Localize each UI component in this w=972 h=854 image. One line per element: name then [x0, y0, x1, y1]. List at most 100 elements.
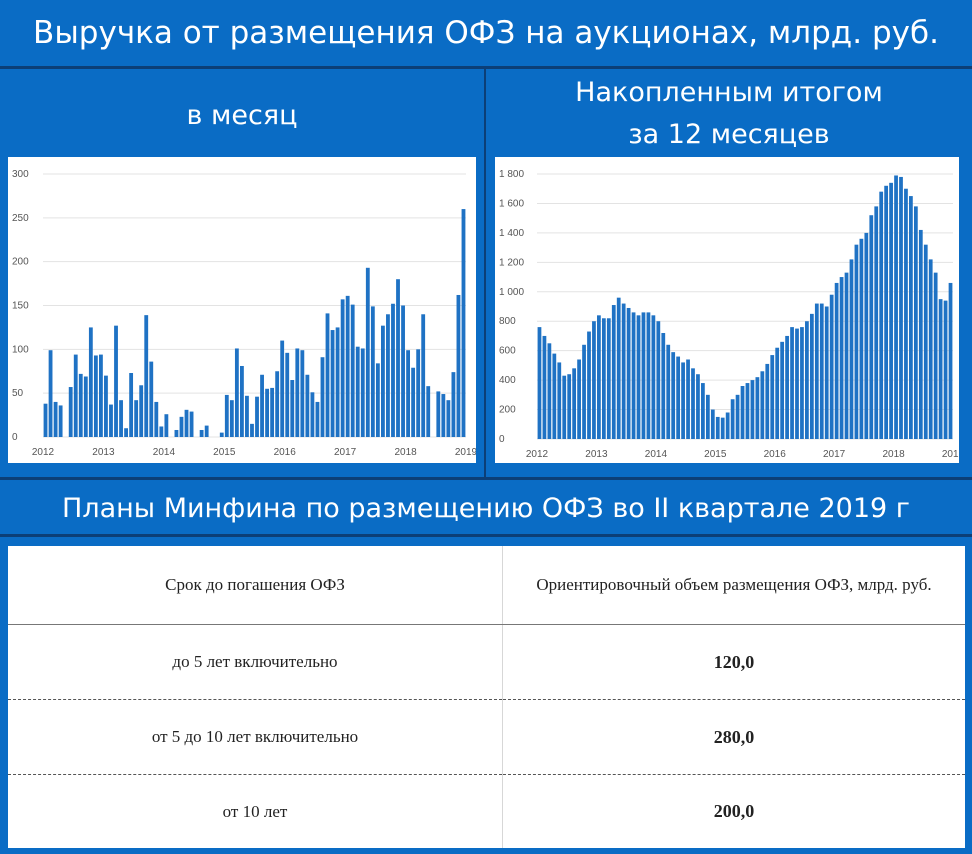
bar [396, 279, 400, 437]
bar [391, 303, 395, 437]
x-tick-label: 2016 [764, 449, 787, 460]
bar [829, 294, 834, 439]
bar [461, 209, 466, 437]
bar [88, 327, 93, 437]
plans-title: Планы Минфина по размещению ОФЗ во II кв… [62, 492, 910, 524]
bar [335, 327, 340, 437]
bar [740, 386, 745, 439]
bar [884, 185, 889, 439]
bar [681, 362, 685, 439]
bar [149, 361, 154, 437]
bar [567, 374, 572, 439]
bar [913, 206, 918, 439]
bar [43, 403, 48, 437]
bar [109, 404, 113, 437]
bar [184, 409, 189, 437]
bar [139, 385, 144, 437]
y-tick-label: 0 [499, 434, 505, 445]
bar [340, 299, 345, 437]
bar [416, 349, 421, 437]
bar [245, 395, 249, 437]
bar [671, 352, 676, 439]
bar [928, 259, 933, 439]
bar [824, 306, 829, 439]
bar [441, 394, 446, 437]
bar [240, 365, 244, 437]
x-tick-label: 2012 [526, 449, 549, 460]
bar [285, 352, 290, 437]
bar [710, 409, 715, 439]
bar [765, 363, 770, 439]
bar [696, 374, 700, 439]
table-row: от 5 до 10 лет включительно 280,0 [8, 699, 965, 776]
bar [864, 232, 869, 439]
bar [310, 392, 315, 437]
x-tick-label: 2013 [92, 447, 115, 458]
bar [725, 412, 730, 439]
left-chart-header: в месяц [186, 100, 298, 131]
y-tick-label: 200 [12, 257, 29, 268]
bar [547, 343, 552, 439]
bar [229, 400, 234, 437]
x-tick-label: 2019 [942, 449, 959, 460]
cumulative-bar-chart: 0 200 400 600 800 1 000 1 200 1 400 1 600 1 800 20… [499, 169, 959, 460]
bar [365, 267, 370, 437]
bar [134, 400, 139, 437]
bar [355, 346, 360, 437]
bar [421, 314, 426, 437]
bar [270, 387, 275, 437]
bar [819, 303, 824, 439]
bar [360, 348, 365, 437]
bar [73, 354, 78, 437]
page-title: Выручка от размещения ОФЗ на аукционах, … [33, 15, 939, 51]
bar [587, 331, 591, 439]
bar [406, 350, 411, 437]
bar [78, 373, 83, 437]
bar [295, 348, 300, 437]
y-tick-label: 200 [499, 405, 516, 416]
volume-cell: 120,0 [502, 624, 965, 701]
bar [849, 259, 854, 439]
x-tick-label: 2015 [704, 449, 727, 460]
col-volume-header: Ориентировочный объем размещения ОФЗ, мл… [502, 546, 965, 625]
bar [83, 376, 88, 437]
term-cell: от 10 лет [8, 774, 503, 848]
bar [53, 401, 58, 437]
bar [345, 295, 350, 437]
bar [923, 244, 928, 439]
table-row: от 10 лет 200,0 [8, 774, 965, 848]
bar [219, 432, 224, 437]
bar [124, 428, 129, 437]
header-divider [0, 66, 972, 69]
bar [844, 272, 849, 439]
term-cell: до 5 лет включительно [8, 624, 503, 701]
plans-divider [0, 534, 972, 537]
bar [750, 380, 755, 439]
bar [904, 188, 908, 439]
y-tick-label: 100 [12, 344, 29, 355]
bar [859, 238, 864, 439]
bar [646, 312, 651, 439]
bar [129, 373, 134, 437]
bar [909, 196, 913, 439]
y-tick-label: 400 [499, 375, 516, 386]
bar [330, 330, 335, 437]
x-tick-label: 2017 [334, 447, 357, 458]
bar [611, 305, 616, 439]
column-divider [484, 69, 486, 477]
y-tick-label: 1 400 [499, 228, 524, 239]
bar [426, 386, 431, 437]
bar [616, 297, 621, 439]
bar [948, 282, 953, 439]
y-tick-label: 0 [12, 432, 18, 443]
bar [204, 425, 209, 437]
bar [144, 315, 149, 437]
bar [159, 426, 164, 437]
bar [557, 362, 562, 439]
bar [636, 315, 641, 439]
bar [305, 374, 310, 437]
bar [795, 328, 799, 439]
bar [104, 375, 108, 437]
y-tick-label: 150 [12, 301, 29, 312]
bar [325, 313, 330, 437]
